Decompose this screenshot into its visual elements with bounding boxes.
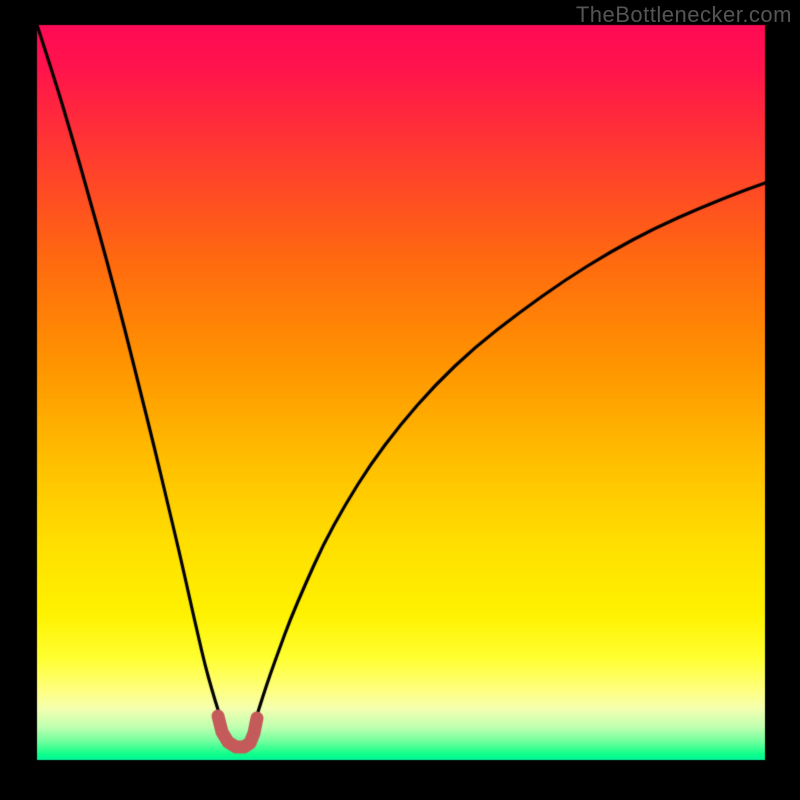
chart-stage: TheBottlenecker.com xyxy=(0,0,800,800)
bottleneck-curve-canvas xyxy=(0,0,800,800)
